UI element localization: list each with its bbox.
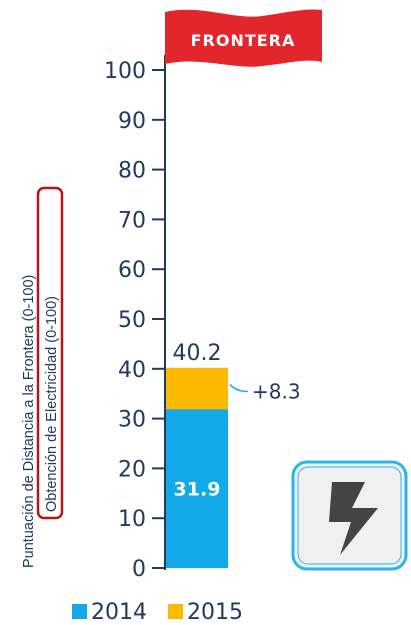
y-tick-label-80: 80 [118, 159, 146, 184]
legend-swatch-2014 [72, 604, 87, 619]
y-tick-label-30: 30 [118, 408, 146, 433]
flag-label: FRONTERA [191, 31, 296, 50]
y-tick-label-50: 50 [118, 308, 146, 333]
lightning-bolt-icon [291, 460, 408, 571]
y-tick-label-60: 60 [118, 258, 146, 283]
bar-value-label-2014: 31.9 [174, 479, 221, 501]
icon-frame-inner [297, 466, 402, 565]
legend-label-2015: 2015 [187, 600, 243, 625]
bar-segment-2015 [166, 367, 228, 410]
y-axis-label-highlight [36, 186, 64, 520]
y-tick-label-100: 100 [104, 59, 146, 84]
delta-value-label: +8.3 [252, 379, 301, 403]
bars [166, 367, 228, 568]
lightning-glyph [329, 482, 378, 555]
legend: 2014 2015 [72, 600, 243, 625]
y-tick-label-0: 0 [132, 557, 146, 582]
y-tick-label-40: 40 [118, 358, 146, 383]
y-axis-label-secondary: Obtención de Electricidad (0-100) [44, 296, 60, 512]
y-tick-label-10: 10 [118, 507, 146, 532]
legend-label-2014: 2014 [91, 600, 147, 625]
frontier-flag: FRONTERA [165, 9, 322, 67]
delta-connector [229, 383, 249, 393]
bar-segment-2014 [166, 409, 228, 568]
legend-swatch-2015 [168, 604, 183, 619]
flag-shape [165, 9, 322, 67]
y-axis-ticks: 0 10 20 30 40 50 60 70 80 90 100 [104, 59, 165, 582]
y-tick-label-70: 70 [118, 208, 146, 233]
y-axis-label-primary: Puntuación de Distancia a la Frontera (0… [21, 275, 37, 568]
total-value-label: 40.2 [173, 341, 222, 366]
y-tick-label-20: 20 [118, 457, 146, 482]
y-tick-label-90: 90 [118, 109, 146, 134]
